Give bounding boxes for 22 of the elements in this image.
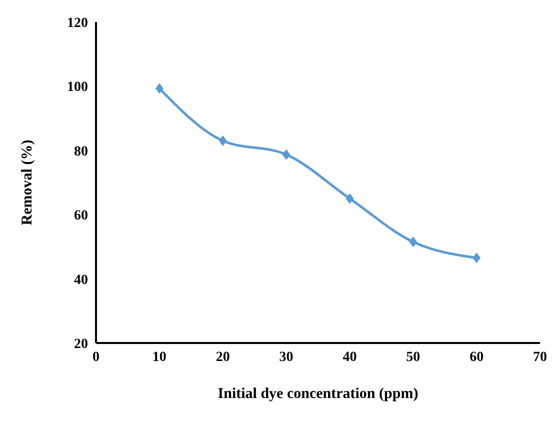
y-tick-label: 100 <box>67 80 88 96</box>
point <box>156 83 164 94</box>
y-tick-label: 80 <box>74 144 88 160</box>
x-tick-label: 10 <box>152 350 166 365</box>
y-axis-title: Removal (%) <box>19 140 36 226</box>
x-tick-label: 40 <box>342 350 357 365</box>
x-tick-label: 0 <box>92 350 100 365</box>
y-tick-label: 60 <box>74 208 88 224</box>
point <box>409 236 418 247</box>
point <box>472 252 480 263</box>
x-tick-label: 70 <box>533 350 547 365</box>
y-tick-label: 120 <box>67 16 88 31</box>
point <box>218 136 227 146</box>
x-axis-title: Initial dye concentration (ppm) <box>218 386 418 402</box>
x-tick-label: 20 <box>216 350 230 365</box>
x-tick-label: 30 <box>279 350 294 365</box>
x-tick-label: 60 <box>470 350 484 365</box>
point <box>346 194 354 204</box>
y-tick-label: 40 <box>74 272 88 288</box>
x-tick-label: 50 <box>406 350 420 365</box>
y-tick-label: 20 <box>74 336 88 352</box>
point <box>282 150 290 160</box>
